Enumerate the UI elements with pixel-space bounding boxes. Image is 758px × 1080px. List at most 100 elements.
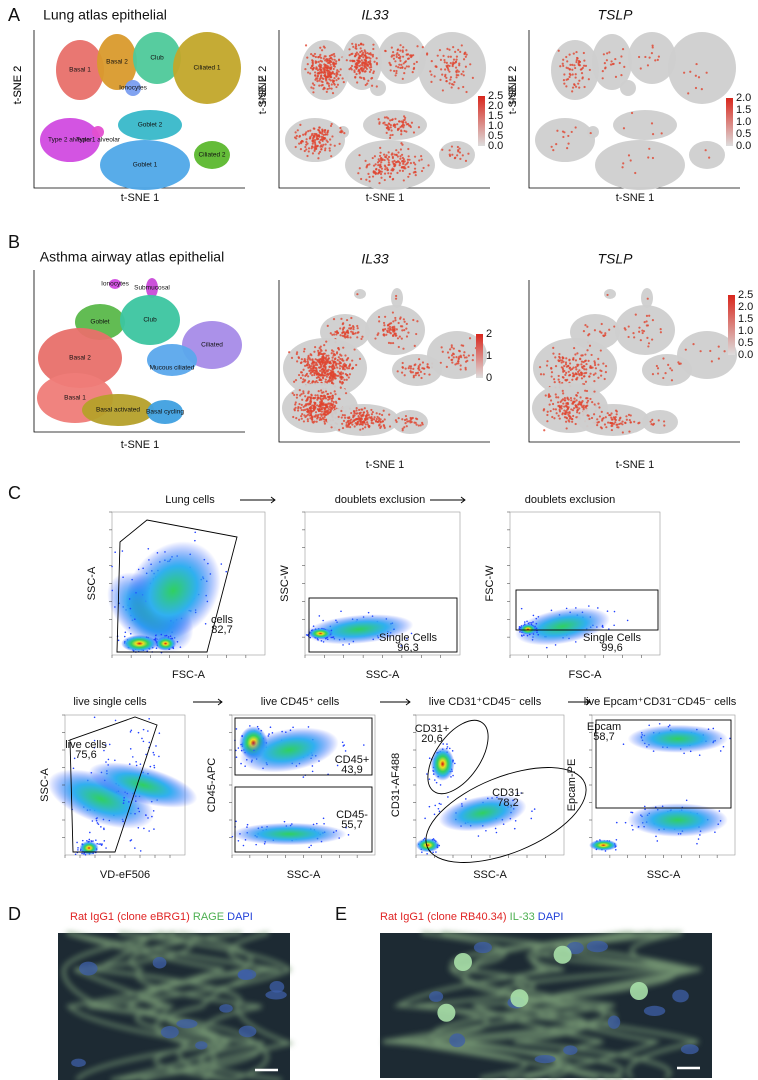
expression-dot (315, 77, 318, 80)
expression-dot (449, 76, 453, 79)
expression-dot (555, 396, 558, 399)
expression-dot (314, 415, 317, 418)
expression-dot (309, 372, 312, 375)
event-dot (410, 632, 413, 635)
expression-dot (550, 367, 553, 370)
expression-dot (319, 409, 322, 413)
expression-dot (604, 67, 607, 70)
event-dot (131, 756, 134, 758)
expression-dot (606, 293, 609, 297)
expression-dot (395, 53, 398, 56)
expression-dot (329, 124, 333, 128)
expression-dot (614, 418, 617, 422)
event-dot (428, 805, 431, 808)
expression-dot (295, 134, 298, 138)
event-dot (363, 744, 365, 746)
expression-dot (333, 360, 336, 363)
expression-dot (609, 63, 613, 66)
nucleus (680, 1044, 699, 1055)
expression-dot (423, 372, 426, 376)
event-dot (729, 737, 731, 740)
expression-dot (408, 158, 411, 161)
expression-dot (364, 83, 367, 87)
expression-dot (318, 68, 321, 71)
expression-dot (356, 336, 359, 339)
expression-dot (575, 399, 578, 402)
plot-title: doublets exclusion (525, 494, 616, 506)
event-dot (139, 850, 142, 852)
cluster-label: Basal 2 (69, 355, 91, 362)
expression-dot (439, 78, 442, 81)
expression-dot (627, 325, 630, 328)
expression-dot (359, 428, 362, 431)
expression-dot (566, 396, 569, 399)
expression-dot (388, 136, 392, 139)
expression-dot (586, 325, 589, 328)
expression-dot (339, 372, 342, 375)
gate-value: 75,6 (75, 749, 96, 761)
cluster (118, 110, 182, 140)
expression-dot (365, 410, 369, 413)
event-dot (465, 798, 467, 800)
caption-part: DAPI (538, 911, 564, 923)
expression-dot (397, 53, 401, 57)
expression-dot (331, 356, 334, 359)
expression-dot (329, 138, 332, 141)
expression-dot (369, 52, 372, 55)
expression-dot (578, 374, 581, 377)
expression-dot (345, 59, 348, 62)
expression-dot (621, 166, 624, 169)
expression-dot (463, 52, 466, 55)
il33-nucleus (510, 989, 529, 1008)
expression-dot (705, 71, 708, 74)
expression-dot (574, 359, 578, 362)
expression-dot (330, 352, 333, 355)
expression-dot (409, 367, 412, 370)
expression-dot (340, 317, 343, 320)
expression-dot (323, 343, 326, 347)
expression-dot (311, 142, 314, 145)
gate-value: 78,2 (497, 797, 518, 809)
expression-dot (405, 49, 408, 52)
expression-dot (324, 356, 328, 359)
expression-dot (309, 369, 312, 372)
expression-dot (318, 84, 321, 87)
expression-dot (382, 328, 385, 332)
expression-dot (583, 85, 586, 89)
expression-dot (413, 167, 417, 170)
expression-dot (324, 77, 327, 80)
expression-dot (388, 61, 391, 64)
gate (234, 786, 373, 853)
expression-dot (307, 71, 310, 74)
gate-name: Single Cells (583, 632, 642, 644)
expression-dot (411, 371, 414, 374)
expression-dot (468, 337, 472, 340)
expression-dot (407, 165, 410, 169)
expression-dot (351, 52, 354, 55)
expression-dot (295, 137, 298, 140)
expression-dot (372, 43, 375, 46)
expression-dot (294, 131, 297, 134)
event-dot (326, 638, 329, 641)
expression-dot (398, 120, 401, 123)
expression-dot (623, 65, 626, 68)
expression-dot (323, 130, 326, 134)
gate (425, 767, 587, 863)
expression-dot (328, 149, 331, 152)
expression-dot (317, 390, 320, 393)
expression-dot (670, 369, 674, 372)
expression-dot (467, 354, 470, 357)
event-dot (434, 804, 437, 807)
expression-dot (388, 122, 391, 126)
event-dot (318, 615, 321, 617)
plot-title: live CD31⁺CD45⁻ cells (429, 696, 542, 708)
expression-dot (335, 71, 338, 74)
expression-dot (449, 55, 452, 58)
expression-dot (345, 424, 348, 427)
colorbar-tick: 1 (486, 350, 492, 362)
expression-dot (345, 366, 348, 369)
y-axis-label: Epcam-PE (566, 759, 578, 812)
expression-dot (379, 418, 382, 421)
expression-dot (321, 361, 324, 364)
expression-dot (456, 154, 459, 157)
